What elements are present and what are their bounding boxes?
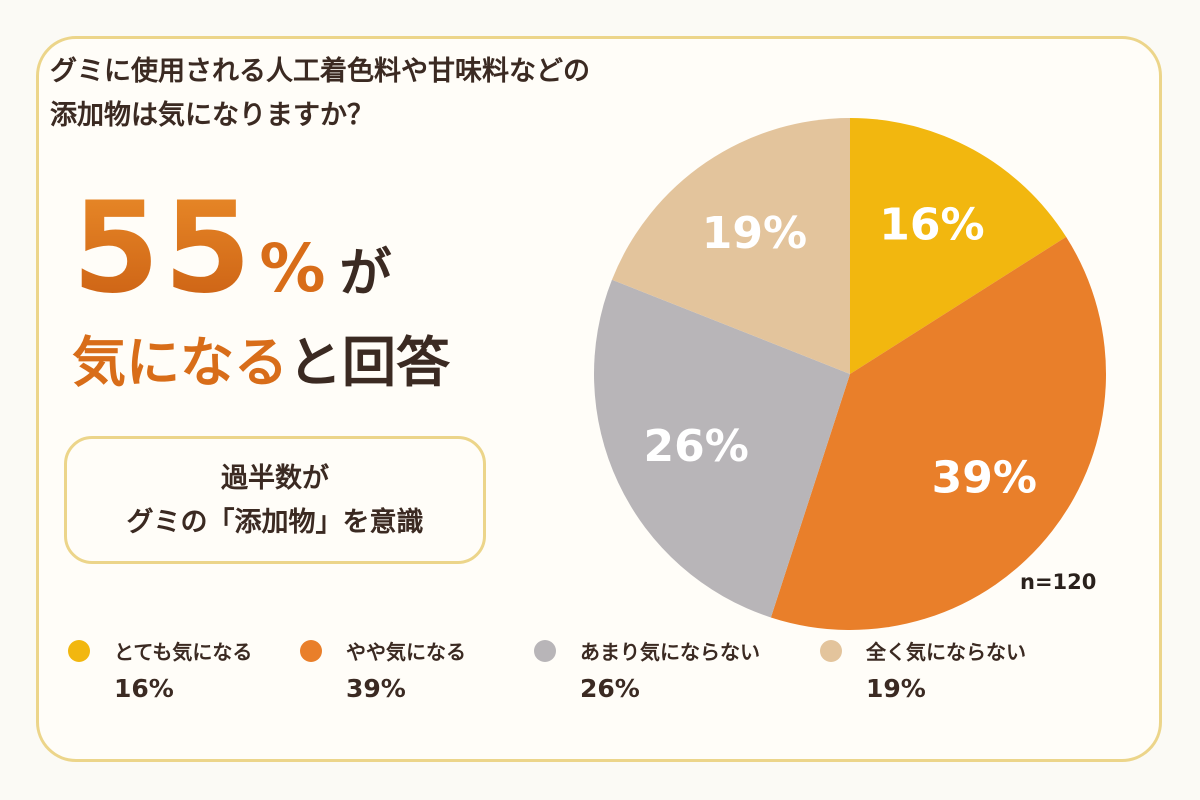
- legend-label-not-very-concerned: あまり気にならない: [580, 640, 760, 664]
- legend-value-somewhat-concerned: 39%: [346, 674, 406, 703]
- pie-slice-not-very-concerned: [594, 279, 850, 618]
- callout-line-1: 過半数が: [221, 463, 329, 494]
- headline-line-1: 55% が: [72, 178, 450, 318]
- legend-label-somewhat-concerned: やや気になる: [346, 640, 466, 664]
- pie-label-very-concerned: 16%: [879, 200, 984, 251]
- headline-rest-text: と回答: [288, 331, 450, 394]
- legend-item-not-at-all-concerned: 全く気にならない 19%: [820, 634, 1060, 714]
- legend-label-very-concerned: とても気になる: [114, 640, 253, 664]
- legend-item-not-very-concerned: あまり気にならない 26%: [534, 634, 774, 714]
- headline-particle: が: [339, 244, 392, 304]
- pie-chart: 16% 39% 26% 19%: [594, 118, 1106, 630]
- headline: 55% が 気になると回答: [72, 178, 450, 396]
- chart-legend: とても気になる 16% やや気になる 39% あまり気にならない 26% 全く気…: [68, 634, 1068, 714]
- headline-percentage: 55: [72, 174, 256, 321]
- pie-slice-somewhat-concerned: [770, 236, 1106, 630]
- callout-box: 過半数が グミの「添加物」を意識: [64, 436, 486, 564]
- pie-label-not-at-all-concerned: 19%: [702, 208, 807, 259]
- legend-dot-not-very-concerned: [534, 640, 556, 662]
- headline-accent-text: 気になる: [72, 331, 288, 394]
- headline-percent-sign: %: [259, 230, 326, 307]
- pie-label-somewhat-concerned: 39%: [932, 453, 1037, 504]
- callout-line-2: グミの「添加物」を意識: [126, 507, 424, 538]
- survey-question: グミに使用される人工着色料や甘味料などの 添加物は気になりますか？: [50, 50, 590, 138]
- headline-line-2: 気になると回答: [72, 330, 450, 396]
- legend-value-not-very-concerned: 26%: [580, 674, 640, 703]
- question-line-1: グミに使用される人工着色料や甘味料などの: [50, 56, 590, 87]
- sample-size: n=120: [1020, 570, 1097, 594]
- legend-item-somewhat-concerned: やや気になる 39%: [300, 634, 540, 714]
- legend-dot-not-at-all-concerned: [820, 640, 842, 662]
- legend-label-not-at-all-concerned: 全く気にならない: [866, 640, 1026, 664]
- pie-label-not-very-concerned: 26%: [644, 421, 749, 472]
- pie-slice-very-concerned: [850, 118, 1067, 374]
- legend-dot-somewhat-concerned: [300, 640, 322, 662]
- question-line-2: 添加物は気になりますか？: [50, 100, 374, 131]
- legend-value-very-concerned: 16%: [114, 674, 174, 703]
- legend-dot-very-concerned: [68, 640, 90, 662]
- pie-slice-not-at-all-concerned: [611, 118, 850, 374]
- legend-item-very-concerned: とても気になる 16%: [68, 634, 308, 714]
- legend-value-not-at-all-concerned: 19%: [866, 674, 926, 703]
